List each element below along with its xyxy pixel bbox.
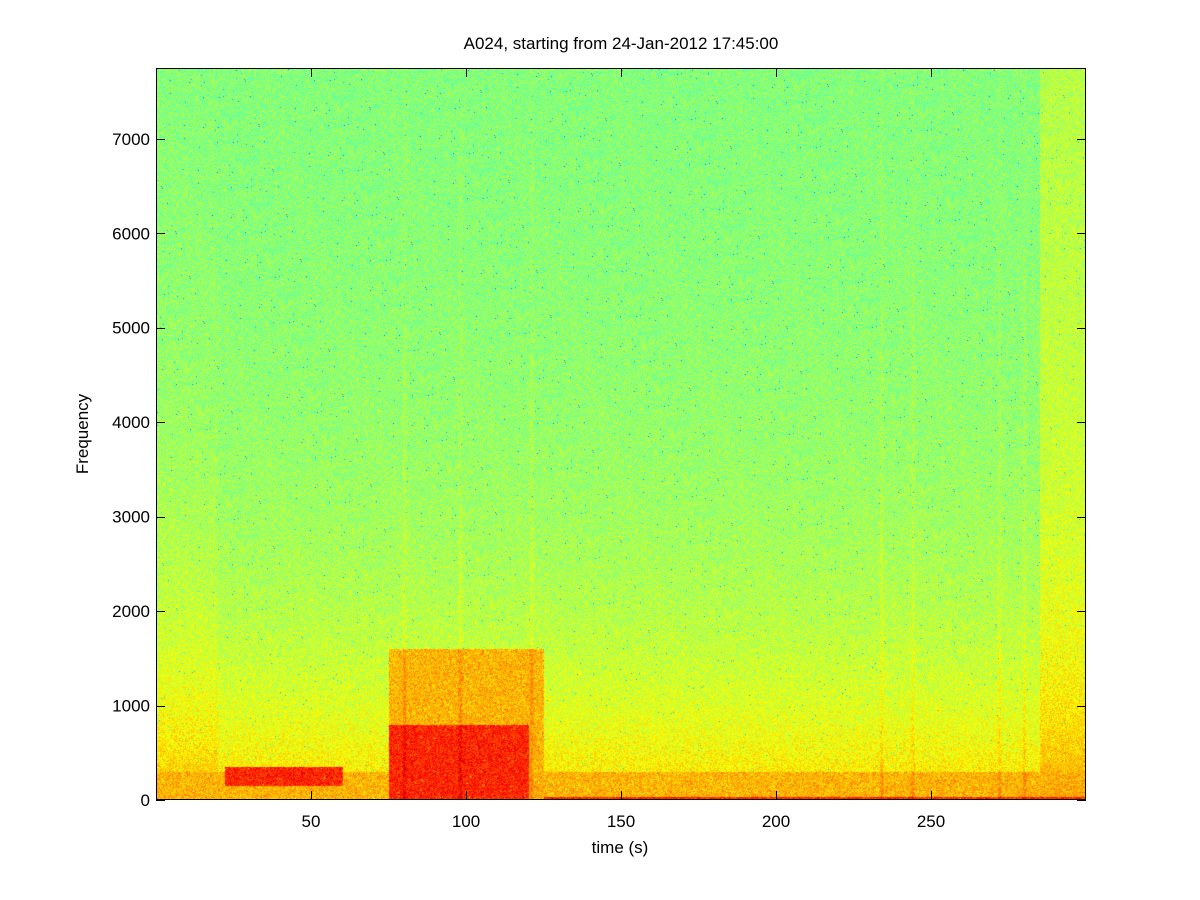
chart-title: A024, starting from 24-Jan-2012 17:45:00 [464, 34, 779, 53]
y-tick-label: 1000 [112, 697, 150, 716]
x-axis-label: time (s) [592, 838, 649, 857]
y-axis-ticks: 0 1000 2000 3000 4000 5000 6000 7000 [112, 130, 1086, 810]
y-axis-label: Frequency [73, 393, 92, 474]
x-tick-label: 250 [917, 812, 945, 831]
y-tick-label: 0 [141, 791, 150, 810]
y-tick-label: 7000 [112, 130, 150, 149]
plot-area [156, 68, 1086, 800]
y-tick-label: 3000 [112, 508, 150, 527]
x-tick-label: 200 [762, 812, 790, 831]
x-tick-label: 100 [452, 812, 480, 831]
y-tick-label: 2000 [112, 602, 150, 621]
x-tick-label: 50 [302, 812, 321, 831]
spectrogram-image [156, 68, 1086, 800]
y-tick-label: 4000 [112, 413, 150, 432]
x-axis-ticks: 50 100 150 200 250 [302, 68, 945, 831]
y-tick-label: 5000 [112, 319, 150, 338]
x-tick-label: 150 [607, 812, 635, 831]
y-tick-label: 6000 [112, 224, 150, 243]
